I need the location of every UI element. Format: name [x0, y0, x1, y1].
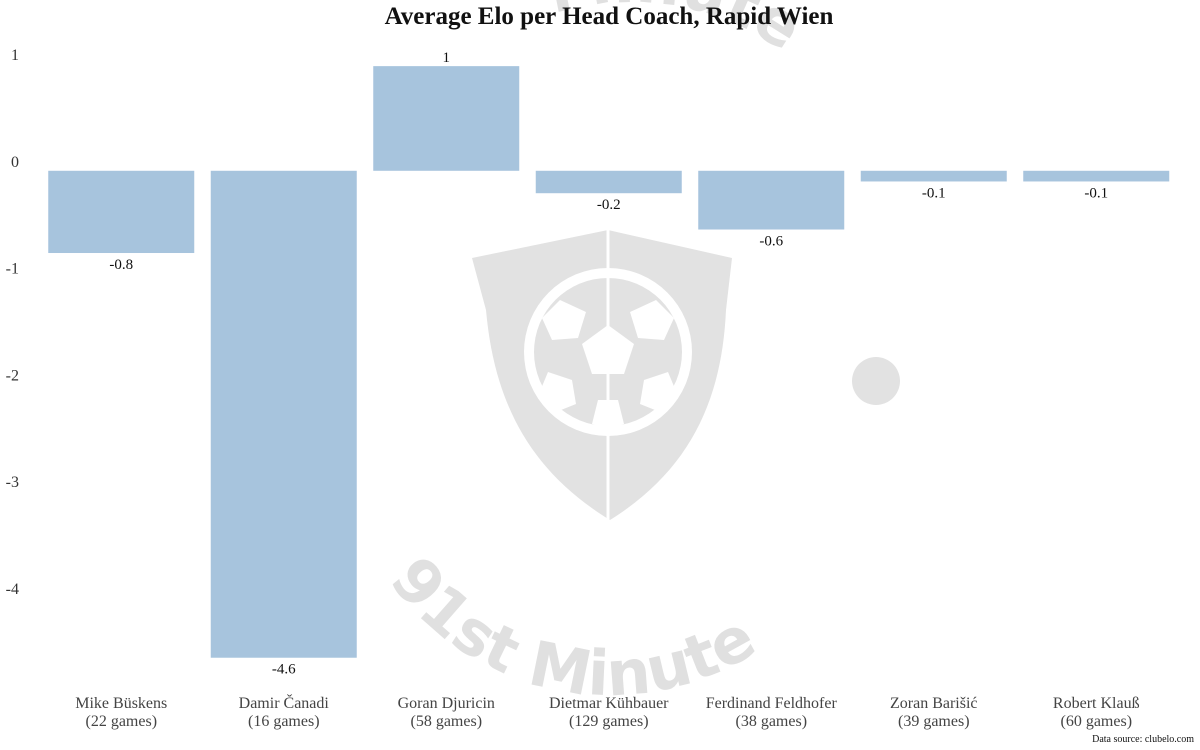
x-tick-sublabel: (58 games): [410, 713, 482, 730]
y-tick-label: 1: [11, 47, 19, 64]
data-label: -0.1: [1084, 185, 1108, 201]
data-label: -0.2: [597, 197, 621, 213]
x-axis-labels: Mike Büskens(22 games) Damir Čanadi(16 ga…: [75, 693, 1139, 730]
x-tick-sublabel: (129 games): [569, 713, 649, 730]
y-tick-label: -1: [6, 261, 19, 278]
x-tick-label: Damir Čanadi: [239, 693, 330, 712]
x-tick-label: Zoran Barišić: [890, 695, 978, 712]
x-tick-label: Robert Klauß: [1053, 695, 1140, 712]
chart-title: Average Elo per Head Coach, Rapid Wien: [385, 3, 834, 30]
value-labels: -0.8 -4.6 1 -0.2 -0.6 -0.1 -0.1: [109, 50, 1108, 678]
x-tick-sublabel: (60 games): [1060, 713, 1132, 730]
data-label: -0.8: [109, 257, 133, 273]
data-label: 1: [443, 50, 451, 66]
data-label: -4.6: [272, 662, 296, 678]
x-tick-sublabel: (38 games): [735, 713, 807, 730]
data-source-note: Data source: clubelo.com: [1092, 734, 1194, 745]
y-tick-label: -2: [6, 367, 19, 384]
bar: [373, 66, 520, 171]
watermark-text-bottom: 91st Minute: [376, 543, 766, 711]
bar: [48, 170, 195, 254]
y-tick-label: -3: [6, 474, 19, 491]
y-tick-label: 0: [11, 154, 19, 171]
bars: [48, 66, 1170, 658]
x-tick-sublabel: (16 games): [248, 713, 320, 730]
bar: [210, 170, 357, 658]
bar: [535, 170, 682, 194]
x-tick-sublabel: (22 games): [85, 713, 157, 730]
y-tick-label: -4: [6, 581, 19, 598]
bar: [698, 170, 845, 230]
x-tick-label: Dietmar Kühbauer: [549, 695, 669, 712]
x-tick-label: Ferdinand Feldhofer: [706, 695, 838, 712]
y-axis: 1 0 -1 -2 -3 -4: [6, 47, 19, 598]
bar: [1023, 170, 1170, 182]
watermark-dot: [852, 357, 900, 405]
x-tick-label: Goran Djuricin: [398, 695, 495, 712]
data-label: -0.6: [759, 234, 783, 250]
x-tick-sublabel: (39 games): [898, 713, 970, 730]
x-tick-label: Mike Büskens: [75, 695, 167, 712]
bar: [860, 170, 1007, 182]
shield-football-icon: [472, 230, 732, 520]
data-label: -0.1: [922, 185, 946, 201]
